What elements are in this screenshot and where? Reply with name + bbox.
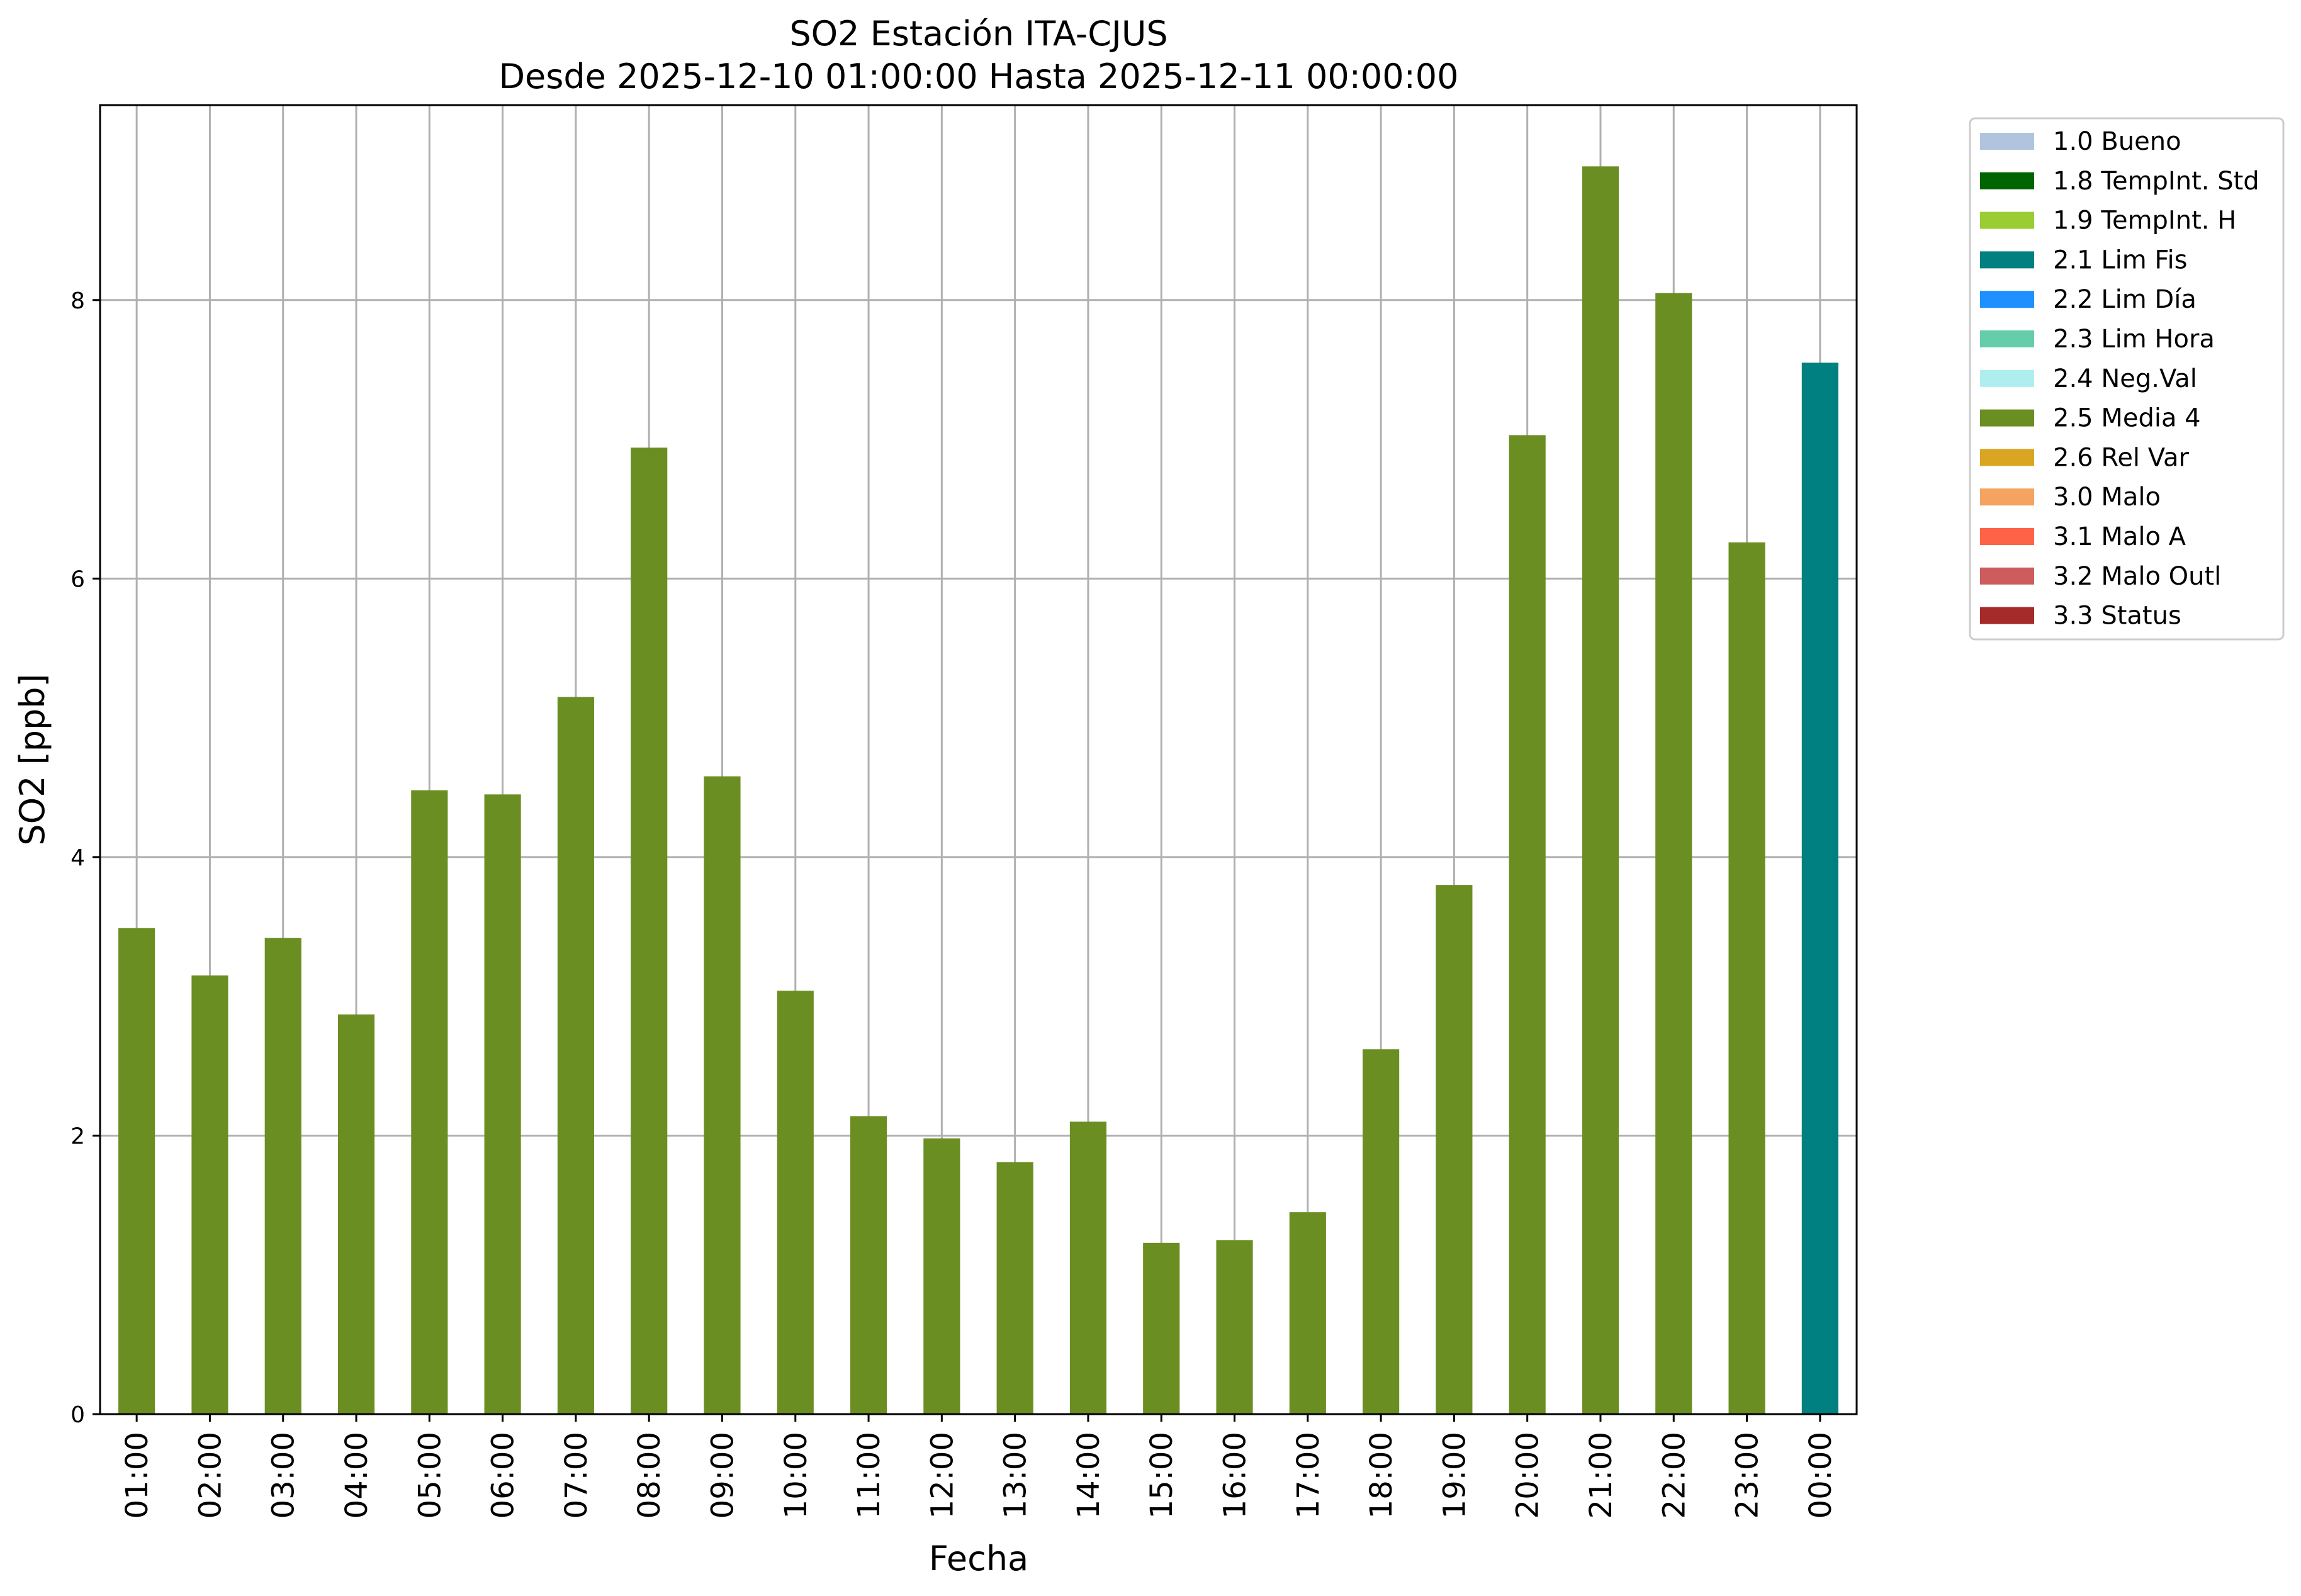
x-tick-label: 12:00: [925, 1432, 960, 1519]
x-tick-label: 01:00: [120, 1432, 155, 1519]
legend-swatch: [1980, 172, 2034, 189]
legend-label: 2.2 Lim Día: [2053, 285, 2197, 314]
legend-label: 2.6 Rel Var: [2053, 443, 2190, 472]
legend-swatch: [1980, 211, 2034, 229]
bar-0900: [704, 776, 741, 1414]
legend-label: 3.0 Malo: [2053, 483, 2161, 512]
bar-1900: [1436, 885, 1473, 1414]
x-tick-label: 21:00: [1584, 1432, 1619, 1519]
legend-swatch: [1980, 449, 2034, 466]
legend-swatch: [1980, 409, 2034, 427]
legend-swatch: [1980, 488, 2034, 506]
bar-1200: [923, 1138, 960, 1414]
x-tick-label: 13:00: [998, 1432, 1033, 1519]
x-tick-label: 09:00: [705, 1432, 740, 1519]
x-tick-label: 00:00: [1803, 1432, 1838, 1519]
legend-label: 2.4 Neg.Val: [2053, 364, 2197, 393]
x-tick-label: 06:00: [486, 1432, 521, 1519]
bar-2000: [1509, 435, 1546, 1414]
x-tick-label: 07:00: [559, 1432, 594, 1519]
y-tick-label: 2: [70, 1123, 85, 1149]
legend-swatch: [1980, 330, 2034, 347]
bar-0400: [337, 1014, 375, 1414]
legend-label: 3.3 Status: [2053, 602, 2181, 631]
legend-label: 2.1 Lim Fis: [2053, 245, 2187, 274]
y-tick-label: 0: [70, 1402, 85, 1428]
x-tick-label: 16:00: [1218, 1432, 1253, 1519]
x-tick-label: 03:00: [266, 1432, 301, 1519]
bar-0000: [1801, 362, 1838, 1414]
legend-swatch: [1980, 291, 2034, 308]
bar-1600: [1216, 1240, 1253, 1414]
x-tick-label: 05:00: [412, 1432, 447, 1519]
legend-label: 1.8 TempInt. Std: [2053, 167, 2259, 196]
bar-1400: [1069, 1121, 1107, 1414]
x-tick-label: 23:00: [1730, 1432, 1765, 1519]
bar-2100: [1582, 166, 1619, 1414]
bar-1100: [850, 1116, 887, 1414]
axis-ticks: 0 2 4 6 8 01:00 02:00 03:00 04:00 05:00 06:00 07:00…: [70, 288, 1838, 1519]
x-tick-label: 19:00: [1437, 1432, 1472, 1519]
legend-swatch: [1980, 607, 2034, 624]
chart-title: SO2 Estación ITA-CJUS: [789, 14, 1167, 53]
x-tick-label: 17:00: [1291, 1432, 1326, 1519]
x-tick-label: 04:00: [339, 1432, 374, 1519]
bar-0500: [411, 790, 448, 1414]
y-tick-label: 4: [70, 845, 85, 871]
legend-label: 2.3 Lim Hora: [2053, 325, 2215, 354]
legend-label: 1.9 TempInt. H: [2053, 206, 2236, 235]
bar-0200: [191, 975, 228, 1414]
bar-0600: [484, 794, 521, 1414]
legend-swatch: [1980, 133, 2034, 150]
bar-0300: [264, 938, 301, 1414]
x-tick-label: 11:00: [852, 1432, 887, 1519]
bar-1700: [1289, 1212, 1326, 1414]
x-tick-label: 02:00: [193, 1432, 228, 1519]
legend-label: 1.0 Bueno: [2053, 127, 2181, 156]
x-tick-label: 22:00: [1657, 1432, 1692, 1519]
legend-label: 2.5 Media 4: [2053, 404, 2201, 433]
bar-1500: [1143, 1242, 1180, 1414]
legend-swatch: [1980, 251, 2034, 269]
legend-swatch: [1980, 567, 2034, 585]
bar-1300: [996, 1162, 1033, 1414]
x-tick-label: 08:00: [632, 1432, 667, 1519]
y-tick-label: 8: [70, 288, 85, 314]
x-tick-label: 14:00: [1071, 1432, 1106, 1519]
bar-2200: [1655, 293, 1692, 1415]
bar-0100: [118, 928, 155, 1414]
bar-0700: [557, 697, 594, 1414]
y-tick-label: 6: [70, 566, 85, 592]
x-axis-label: Fecha: [929, 1539, 1028, 1578]
x-tick-label: 18:00: [1364, 1432, 1399, 1519]
legend: 1.0 Bueno 1.8 TempInt. Std 1.9 TempInt. H 2…: [1969, 117, 2285, 641]
legend-swatch: [1980, 369, 2034, 387]
legend-frame: [1969, 117, 2285, 641]
y-axis-label: SO2 [ppb]: [13, 673, 52, 845]
x-tick-label: 15:00: [1144, 1432, 1179, 1519]
x-tick-label: 20:00: [1511, 1432, 1546, 1519]
bar-0800: [631, 447, 668, 1414]
legend-label: 3.1 Malo A: [2053, 522, 2186, 551]
legend-label: 3.2 Malo Outl: [2053, 562, 2221, 591]
legend-swatch: [1980, 528, 2034, 545]
bar-1000: [777, 991, 814, 1414]
bar-2300: [1728, 542, 1765, 1414]
bar-series: [118, 166, 1838, 1415]
plot-frame: [99, 104, 1858, 1415]
chart-subtitle: Desde 2025-12-10 01:00:00 Hasta 2025-12-…: [498, 57, 1458, 96]
x-tick-label: 10:00: [779, 1432, 814, 1519]
bar-1800: [1363, 1049, 1400, 1414]
